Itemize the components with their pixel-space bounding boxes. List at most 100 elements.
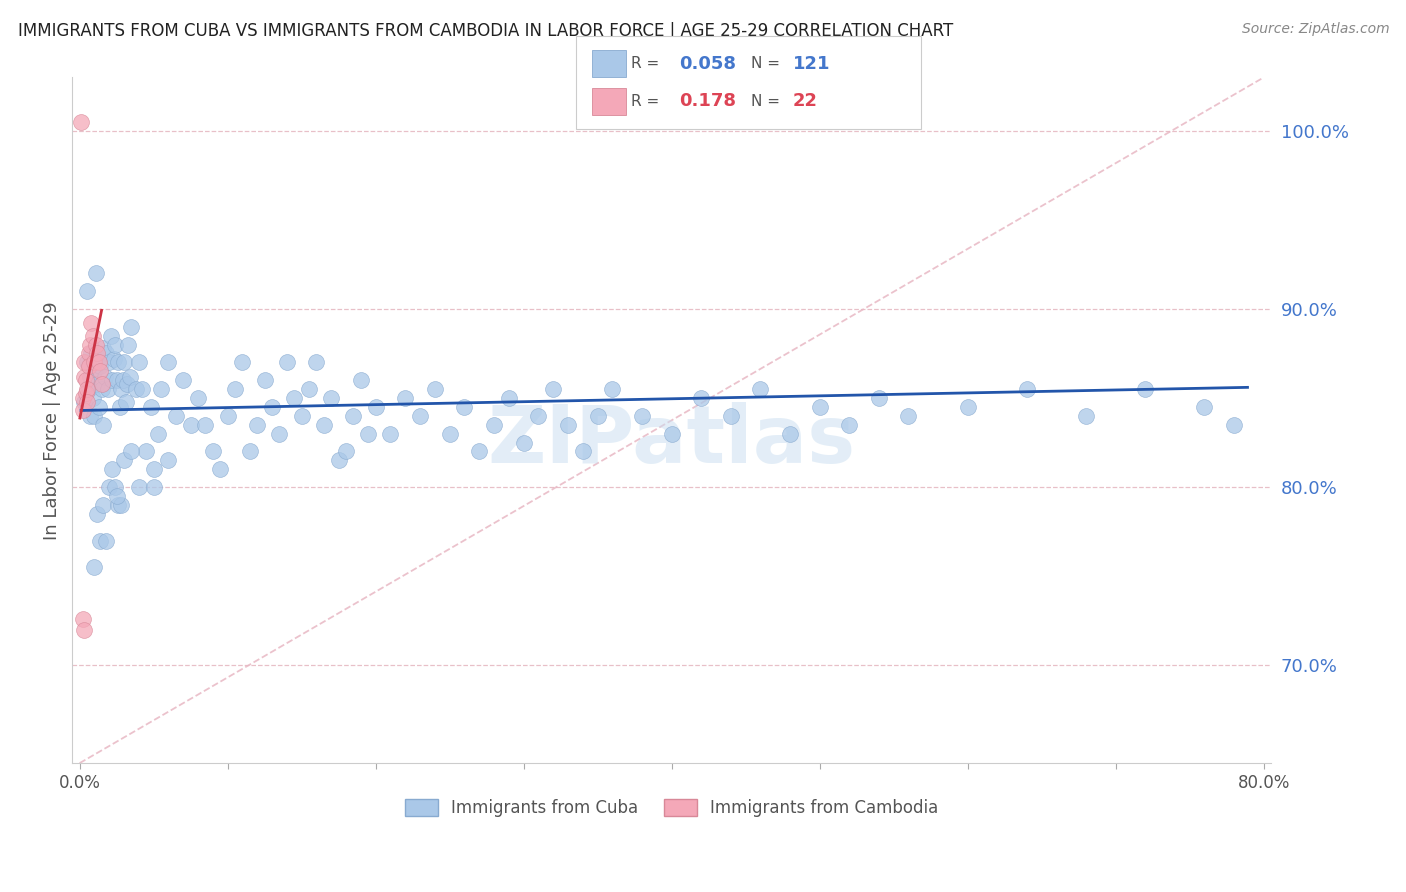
Text: 22: 22 bbox=[793, 92, 818, 110]
Point bbox=[690, 391, 713, 405]
Point bbox=[276, 355, 298, 369]
Point bbox=[111, 373, 134, 387]
Point bbox=[70, 115, 93, 129]
Point bbox=[107, 498, 129, 512]
Point bbox=[83, 364, 105, 378]
Point bbox=[423, 382, 446, 396]
Point bbox=[557, 417, 579, 432]
Point bbox=[305, 355, 328, 369]
Text: R =: R = bbox=[631, 94, 659, 109]
Point bbox=[89, 359, 111, 373]
Point bbox=[1015, 382, 1038, 396]
Point bbox=[157, 453, 180, 467]
Point bbox=[104, 337, 127, 351]
Point bbox=[139, 400, 162, 414]
Point bbox=[84, 337, 107, 351]
Point bbox=[120, 444, 142, 458]
Point bbox=[180, 417, 202, 432]
Point bbox=[80, 346, 103, 360]
Point bbox=[394, 391, 416, 405]
Point bbox=[98, 355, 121, 369]
Point bbox=[112, 453, 135, 467]
Point bbox=[72, 391, 94, 405]
Point bbox=[838, 417, 860, 432]
Point bbox=[586, 409, 609, 423]
Point bbox=[779, 426, 801, 441]
Point bbox=[897, 409, 920, 423]
Point bbox=[125, 382, 148, 396]
Point bbox=[91, 417, 114, 432]
Point bbox=[631, 409, 654, 423]
Point bbox=[110, 382, 132, 396]
Point bbox=[90, 376, 112, 391]
Point bbox=[76, 394, 98, 409]
Point bbox=[72, 403, 94, 417]
Point bbox=[82, 391, 104, 405]
Point bbox=[209, 462, 232, 476]
Point bbox=[527, 409, 550, 423]
Point bbox=[110, 498, 132, 512]
Point bbox=[468, 444, 491, 458]
Point bbox=[112, 355, 135, 369]
Point bbox=[101, 373, 124, 387]
Point bbox=[128, 355, 150, 369]
Point bbox=[661, 426, 683, 441]
Point bbox=[131, 382, 153, 396]
Point bbox=[1223, 417, 1246, 432]
Point bbox=[602, 382, 624, 396]
Point bbox=[76, 355, 98, 369]
Point bbox=[103, 351, 125, 366]
Text: R =: R = bbox=[631, 56, 659, 71]
Text: ZIPatlas: ZIPatlas bbox=[488, 402, 856, 480]
Point bbox=[201, 444, 224, 458]
Point bbox=[224, 382, 246, 396]
Point bbox=[246, 417, 269, 432]
Text: IMMIGRANTS FROM CUBA VS IMMIGRANTS FROM CAMBODIA IN LABOR FORCE | AGE 25-29 CORR: IMMIGRANTS FROM CUBA VS IMMIGRANTS FROM … bbox=[18, 22, 953, 40]
Point bbox=[120, 319, 142, 334]
Point bbox=[269, 426, 291, 441]
Point bbox=[76, 382, 98, 396]
Point bbox=[91, 498, 114, 512]
Point bbox=[73, 623, 96, 637]
Point bbox=[364, 400, 387, 414]
Point bbox=[83, 355, 105, 369]
Point bbox=[73, 394, 96, 409]
Point bbox=[142, 462, 165, 476]
Point bbox=[380, 426, 402, 441]
Point bbox=[749, 382, 772, 396]
Point bbox=[572, 444, 595, 458]
Point bbox=[107, 355, 129, 369]
Point bbox=[83, 409, 105, 423]
Point bbox=[453, 400, 475, 414]
Point bbox=[720, 409, 742, 423]
Point bbox=[1194, 400, 1216, 414]
Point bbox=[96, 533, 118, 548]
Point bbox=[75, 385, 97, 400]
Point bbox=[231, 355, 253, 369]
Point bbox=[86, 507, 108, 521]
Point bbox=[808, 400, 831, 414]
Point bbox=[101, 462, 124, 476]
Point bbox=[291, 409, 314, 423]
Point bbox=[482, 417, 505, 432]
Point bbox=[157, 355, 180, 369]
Point bbox=[76, 284, 98, 298]
Point bbox=[194, 417, 217, 432]
Point bbox=[1074, 409, 1097, 423]
Point bbox=[335, 444, 357, 458]
Point bbox=[239, 444, 262, 458]
Point bbox=[105, 373, 128, 387]
Point bbox=[100, 328, 122, 343]
Y-axis label: In Labor Force | Age 25-29: In Labor Force | Age 25-29 bbox=[44, 301, 60, 540]
Point bbox=[312, 417, 335, 432]
Point bbox=[342, 409, 364, 423]
Point bbox=[118, 369, 141, 384]
Legend: Immigrants from Cuba, Immigrants from Cambodia: Immigrants from Cuba, Immigrants from Ca… bbox=[398, 792, 945, 823]
Point bbox=[217, 409, 239, 423]
Point bbox=[79, 409, 101, 423]
Point bbox=[298, 382, 321, 396]
Point bbox=[165, 409, 187, 423]
Point bbox=[73, 355, 96, 369]
Point bbox=[86, 346, 108, 360]
Point bbox=[321, 391, 343, 405]
